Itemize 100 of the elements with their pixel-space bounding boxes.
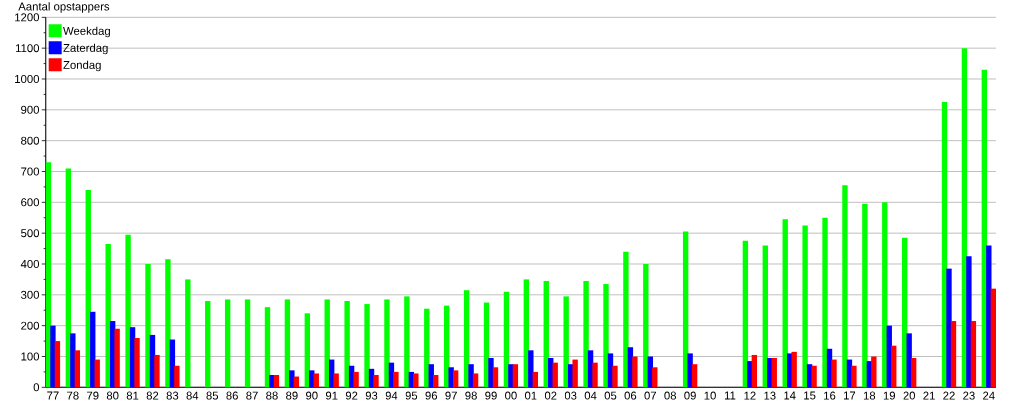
y-tick-label: 700 [21,167,40,176]
y-tick-label: 1200 [15,13,40,22]
bar [145,263,151,388]
bar [492,367,499,388]
bar [90,311,96,388]
bar [74,350,80,388]
x-tick-label: 06 [624,391,637,400]
x-tick-label: 81 [126,391,139,400]
x-tick-label: 20 [903,391,916,400]
x-tick-label: 88 [266,391,278,400]
bar [94,359,100,388]
bar [563,296,569,388]
x-tick-label: 21 [923,391,935,400]
x-tick-label: 86 [226,391,238,400]
x-tick-label: 19 [883,391,896,400]
bar [413,373,419,388]
bar [950,321,957,388]
bar [612,365,618,388]
bar [154,354,160,388]
x-tick-label: 16 [824,391,836,400]
x-tick-label: 89 [286,391,298,400]
bar [273,374,280,388]
x-tick-label: 85 [206,391,219,400]
bar [970,321,977,388]
bar [353,371,359,388]
bar [548,358,554,388]
x-tick-label: 84 [186,391,199,400]
x-tick-label: 87 [246,391,258,400]
y-tick-label: 100 [21,352,40,361]
x-tick-label: 10 [704,391,716,400]
bar [811,365,817,388]
x-tick-label: 11 [724,391,736,400]
bar [862,203,868,388]
bar [134,337,140,388]
bar [652,367,658,388]
x-tick-label: 79 [87,391,99,400]
bar [751,354,758,388]
bar [632,356,638,388]
x-tick-label: 18 [863,391,876,400]
x-tick-label: 22 [943,391,955,400]
x-tick-label: 07 [644,391,657,400]
bar [224,299,231,388]
x-tick-label: 96 [425,391,438,400]
bar [384,299,390,388]
bar [572,359,578,388]
x-tick-label: 95 [405,391,418,400]
x-tick-label: 92 [345,391,358,400]
y-tick-label: 500 [21,229,40,238]
bar [583,280,589,388]
bar [185,279,191,388]
bar [966,256,972,388]
bar [946,268,952,388]
y-tick-label: 200 [21,321,40,330]
bar [205,300,211,388]
x-tick-label: 90 [306,391,318,400]
bar [802,225,808,388]
bar [424,308,430,388]
bar [313,373,319,388]
bar [910,358,917,388]
bar [105,243,111,388]
x-tick-label: 77 [47,391,59,400]
y-tick-label: 300 [21,290,40,299]
x-tick-label: 82 [146,391,159,400]
y-tick-label: 0 [33,383,40,392]
x-tick-label: 01 [524,391,537,400]
bar [528,350,534,388]
x-tick-label: 13 [764,391,776,400]
bar [54,341,61,388]
bar [603,284,609,388]
x-tick-label: 08 [664,391,677,400]
bar [244,299,251,388]
x-tick-label: 99 [485,391,497,400]
x-tick-label: 93 [365,391,378,400]
bar [333,373,339,388]
legend-label: Zondag [63,60,101,72]
x-tick-label: 83 [166,391,179,400]
y-tick-label: 900 [21,105,40,114]
bar [284,299,291,388]
y-tick-label: 400 [20,259,40,268]
bar [472,373,479,388]
x-tick-label: 12 [744,391,756,400]
bar [532,371,538,388]
y-tick-label: 600 [21,198,40,207]
bar [990,288,996,388]
bar [643,263,649,388]
bar [364,304,370,388]
x-tick-label: 97 [445,391,457,400]
y-tick-label: 1000 [15,74,40,83]
bar [393,371,399,388]
bar [373,374,379,388]
x-tick-label: 09 [684,391,696,400]
x-tick-label: 15 [804,391,816,400]
bar [791,351,797,388]
bar [344,300,350,388]
x-tick-label: 14 [784,391,796,400]
bar [552,362,558,388]
x-tick-label: 98 [465,391,477,400]
bar [771,358,777,388]
x-tick-label: 91 [325,391,338,400]
bar [882,202,888,388]
